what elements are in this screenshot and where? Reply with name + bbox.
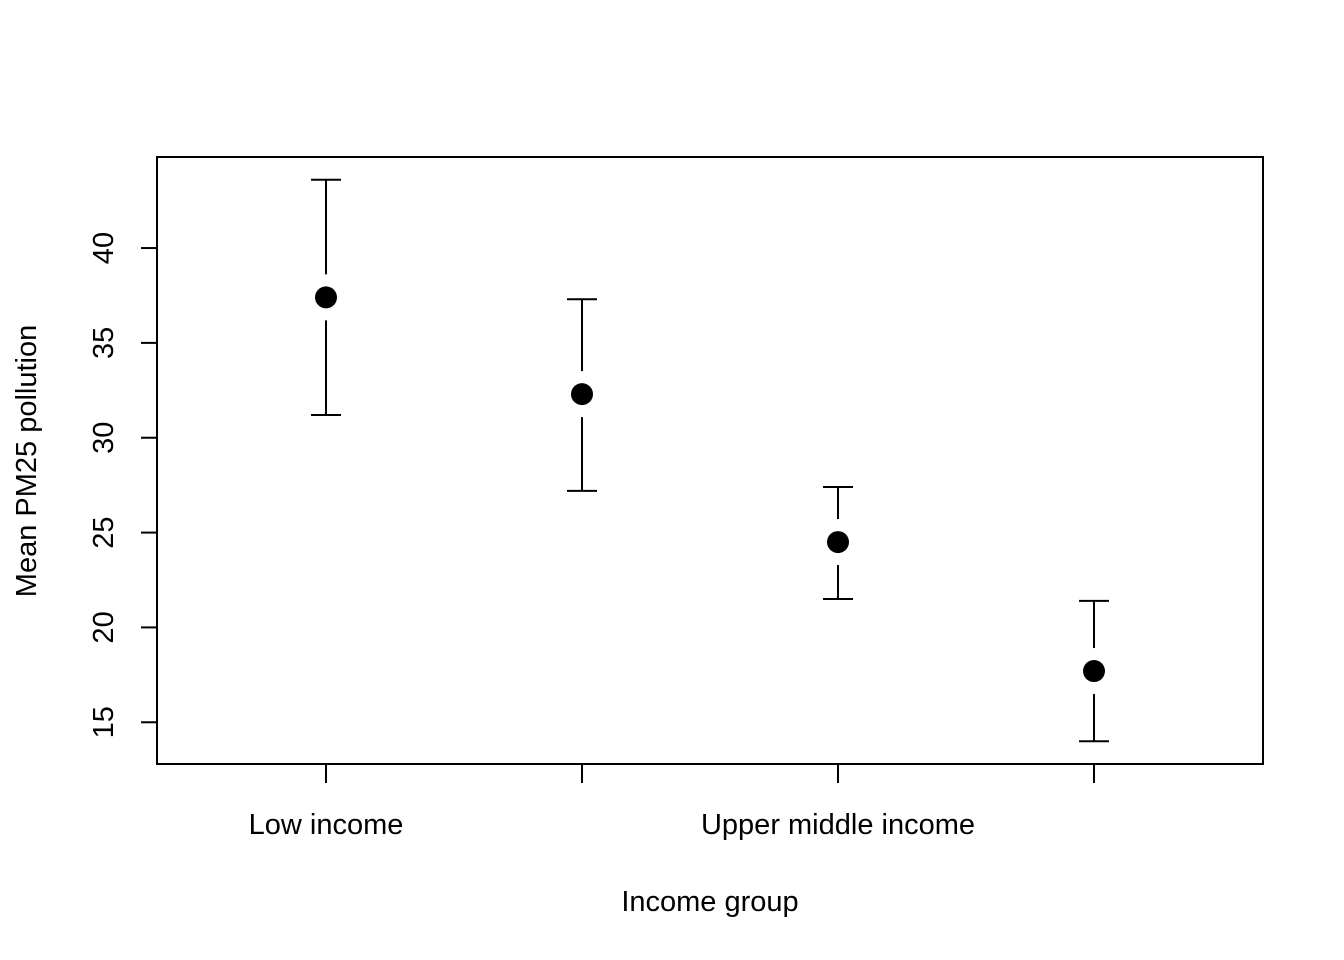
y-tick-label: 30 (88, 422, 120, 454)
data-point (315, 286, 337, 309)
data-point (827, 531, 849, 554)
error-bar (311, 178, 341, 416)
error-bar (823, 486, 853, 600)
y-axis: 15 20 25 30 35 40 (88, 232, 158, 738)
y-tick-label: 40 (88, 232, 120, 264)
x-axis-title: Income group (621, 886, 798, 918)
y-tick-label: 20 (88, 611, 120, 643)
error-bar (567, 298, 597, 492)
y-axis-title: Mean PM25 pollution (11, 325, 43, 597)
error-bars (311, 178, 1109, 743)
x-tick-label: Low income (249, 809, 404, 841)
data-point (1083, 660, 1105, 683)
error-bar (1079, 599, 1109, 743)
y-tick-label: 25 (88, 516, 120, 548)
x-axis: Low income Upper middle income (249, 763, 1095, 841)
y-tick-label: 15 (88, 706, 120, 738)
y-tick-label: 35 (88, 327, 120, 359)
data-point (571, 383, 593, 406)
data-points (315, 286, 1105, 683)
x-tick-label: Upper middle income (701, 809, 975, 841)
